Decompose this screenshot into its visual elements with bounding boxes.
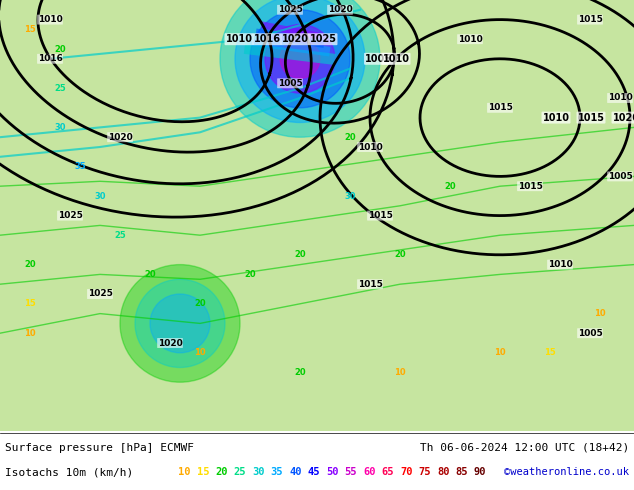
Text: 20: 20 — [144, 270, 156, 279]
Text: 20: 20 — [294, 368, 306, 377]
Circle shape — [120, 265, 240, 382]
Text: 35: 35 — [271, 467, 283, 477]
Circle shape — [150, 294, 210, 353]
Text: 1010: 1010 — [37, 15, 62, 24]
Circle shape — [265, 24, 335, 93]
Circle shape — [280, 39, 320, 78]
Text: 1020: 1020 — [281, 34, 309, 44]
Text: 15: 15 — [197, 467, 209, 477]
Text: 45: 45 — [307, 467, 320, 477]
Text: 10: 10 — [194, 348, 206, 357]
Text: 10: 10 — [594, 309, 606, 318]
Text: 90: 90 — [474, 467, 486, 477]
Text: 1005: 1005 — [365, 54, 392, 64]
Text: 1020: 1020 — [328, 5, 353, 14]
Text: 50: 50 — [326, 467, 339, 477]
Circle shape — [135, 279, 225, 368]
Text: 60: 60 — [363, 467, 375, 477]
Circle shape — [235, 0, 365, 122]
Text: 10: 10 — [178, 467, 190, 477]
Text: 10: 10 — [24, 329, 36, 338]
Text: Surface pressure [hPa] ECMWF: Surface pressure [hPa] ECMWF — [5, 443, 194, 453]
Text: 1015: 1015 — [358, 280, 382, 289]
Text: 15: 15 — [544, 348, 556, 357]
Text: 1015: 1015 — [517, 182, 543, 191]
Text: 70: 70 — [400, 467, 413, 477]
Text: Isotachs 10m (km/h): Isotachs 10m (km/h) — [5, 467, 133, 477]
Text: 1005: 1005 — [278, 79, 302, 88]
Text: 1020: 1020 — [158, 339, 183, 347]
Text: 1015: 1015 — [578, 15, 602, 24]
Text: 25: 25 — [54, 84, 66, 93]
Text: 80: 80 — [437, 467, 450, 477]
Text: 30: 30 — [252, 467, 264, 477]
Text: 20: 20 — [54, 45, 66, 53]
Text: 35: 35 — [74, 162, 86, 171]
Text: 1020: 1020 — [612, 113, 634, 122]
Text: ©weatheronline.co.uk: ©weatheronline.co.uk — [504, 467, 629, 477]
Text: 1010: 1010 — [607, 94, 632, 102]
Text: 20: 20 — [244, 270, 256, 279]
Text: 1005: 1005 — [578, 329, 602, 338]
Text: 1015: 1015 — [368, 211, 392, 220]
Text: 1010: 1010 — [548, 260, 573, 269]
Text: 1025: 1025 — [278, 5, 302, 14]
Text: 1010: 1010 — [358, 143, 382, 151]
Text: 1010: 1010 — [458, 35, 482, 44]
Text: 20: 20 — [394, 250, 406, 259]
Text: 1025: 1025 — [87, 290, 112, 298]
Text: 1010: 1010 — [382, 54, 410, 64]
Text: 30: 30 — [344, 192, 356, 200]
Text: 1016: 1016 — [254, 34, 280, 44]
Text: 75: 75 — [418, 467, 431, 477]
Text: 1010: 1010 — [543, 113, 569, 122]
Text: 20: 20 — [194, 299, 206, 308]
Text: 10: 10 — [494, 348, 506, 357]
Circle shape — [220, 0, 380, 137]
Text: 1016: 1016 — [37, 54, 62, 63]
Text: 20: 20 — [344, 133, 356, 142]
Text: 30: 30 — [94, 192, 106, 200]
Text: 1005: 1005 — [607, 172, 632, 181]
Text: 1015: 1015 — [578, 113, 604, 122]
Text: 20: 20 — [444, 182, 456, 191]
Text: 65: 65 — [382, 467, 394, 477]
Text: 10: 10 — [394, 368, 406, 377]
Text: 25: 25 — [233, 467, 246, 477]
Text: 55: 55 — [344, 467, 357, 477]
Text: 15: 15 — [24, 25, 36, 34]
Text: 40: 40 — [289, 467, 302, 477]
Text: 20: 20 — [294, 250, 306, 259]
Text: 30: 30 — [55, 123, 66, 132]
Text: 20: 20 — [24, 260, 36, 269]
Text: Th 06-06-2024 12:00 UTC (18+42): Th 06-06-2024 12:00 UTC (18+42) — [420, 443, 629, 453]
Text: 1025: 1025 — [309, 34, 337, 44]
Text: 1010: 1010 — [226, 34, 252, 44]
Text: 20: 20 — [215, 467, 228, 477]
Text: 85: 85 — [455, 467, 468, 477]
Text: 1020: 1020 — [108, 133, 133, 142]
Text: 1015: 1015 — [488, 103, 512, 112]
Text: 15: 15 — [24, 299, 36, 308]
Text: 25: 25 — [114, 231, 126, 240]
Circle shape — [250, 10, 350, 108]
Text: 1025: 1025 — [58, 211, 82, 220]
